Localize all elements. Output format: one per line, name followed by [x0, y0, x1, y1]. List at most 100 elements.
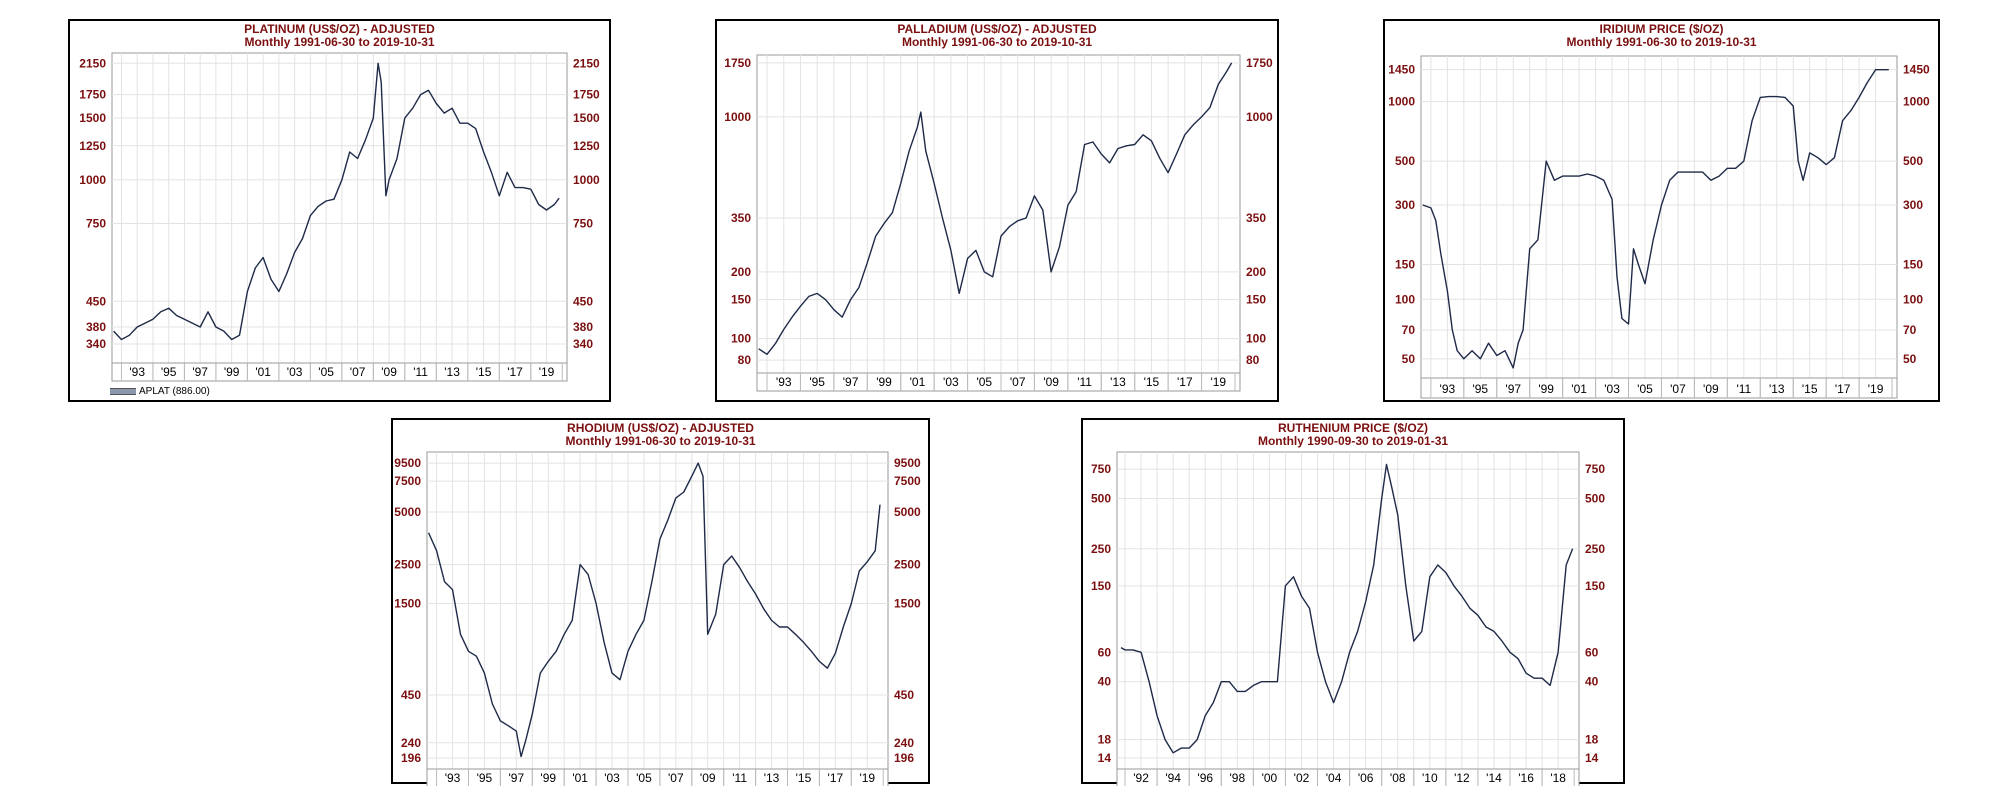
x-tick-label: '02 [1294, 771, 1310, 785]
x-tick-label: '09 [1043, 375, 1059, 389]
chart-panel-palladium: PALLADIUM (US$/OZ) - ADJUSTED Monthly 19… [715, 19, 1279, 402]
y-tick-label: 750 [1091, 462, 1111, 476]
x-tick-label: '11 [413, 365, 428, 379]
x-tick-label: '08 [1390, 771, 1406, 785]
x-tick-label: '03 [1604, 382, 1620, 396]
x-tick-label: '13 [444, 365, 460, 379]
x-tick-label: '99 [224, 365, 240, 379]
legend: APLAT (886.00) [110, 386, 210, 397]
y-tick-label: 150 [731, 293, 751, 307]
y-tick-label-right: 450 [894, 688, 914, 702]
plot-area [111, 52, 568, 364]
x-tick-label: '97 [192, 365, 208, 379]
series-line [1120, 463, 1574, 754]
y-tick-label-right: 100 [1903, 292, 1923, 306]
y-tick-label: 14 [1098, 751, 1112, 765]
y-tick-label-right: 750 [1585, 462, 1605, 476]
x-tick-label: '09 [1703, 382, 1719, 396]
x-tick-label: '00 [1262, 771, 1278, 785]
y-tick-label: 196 [401, 751, 421, 765]
x-tick-label: '07 [668, 771, 684, 785]
y-tick-label: 1750 [724, 56, 751, 70]
y-tick-label: 40 [1098, 675, 1112, 689]
y-tick-label-right: 380 [573, 320, 593, 334]
x-tick-label: '17 [1177, 375, 1193, 389]
y-tick-label-right: 18 [1585, 733, 1599, 747]
y-tick-label-right: 450 [573, 294, 593, 308]
x-tick-label: '12 [1454, 771, 1470, 785]
y-tick-label-right: 340 [573, 337, 593, 351]
x-tick-label: '93 [445, 771, 461, 785]
chart-panel-iridium: IRIDIUM PRICE ($/OZ) Monthly 1991-06-30 … [1383, 19, 1940, 402]
x-tick-label: '14 [1486, 771, 1502, 785]
y-tick-label-right: 750 [573, 217, 593, 231]
x-tick-label: '94 [1165, 771, 1181, 785]
y-tick-label: 18 [1098, 733, 1112, 747]
x-tick-label: '06 [1358, 771, 1374, 785]
series-line [1422, 69, 1889, 369]
x-tick-label: '09 [381, 365, 397, 379]
x-tick-label: '97 [843, 375, 859, 389]
x-tick-label: '07 [1010, 375, 1026, 389]
chart-title: RUTHENIUM PRICE ($/OZ) [1278, 421, 1428, 435]
x-tick-band [1116, 768, 1580, 786]
chart-title: PALLADIUM (US$/OZ) - ADJUSTED [897, 22, 1097, 36]
y-tick-label: 80 [738, 353, 752, 367]
x-tick-label: '07 [1670, 382, 1686, 396]
x-tick-label: '13 [764, 771, 780, 785]
y-tick-label-right: 500 [1903, 154, 1923, 168]
plot-area [756, 54, 1241, 374]
y-tick-label-right: 150 [1903, 257, 1923, 271]
y-tick-label: 7500 [394, 474, 421, 488]
y-tick-label-right: 50 [1903, 352, 1917, 366]
y-tick-label-right: 40 [1585, 675, 1599, 689]
chart-subtitle: Monthly 1991-06-30 to 2019-10-31 [244, 35, 435, 49]
x-tick-band [1420, 377, 1898, 399]
y-tick-label: 9500 [394, 456, 421, 470]
x-tick-label: '13 [1769, 382, 1785, 396]
x-tick-label: '15 [796, 771, 812, 785]
y-tick-label: 1500 [394, 596, 421, 610]
x-tick-label: '93 [129, 365, 145, 379]
y-tick-label-right: 60 [1585, 645, 1599, 659]
y-tick-label-right: 500 [1585, 492, 1605, 506]
x-tick-label: '11 [1077, 375, 1092, 389]
y-tick-label-right: 2150 [573, 56, 600, 70]
y-tick-label-right: 240 [894, 736, 914, 750]
x-tick-label: '05 [318, 365, 334, 379]
y-tick-label-right: 70 [1903, 323, 1917, 337]
chart-subtitle: Monthly 1990-09-30 to 2019-01-31 [1257, 434, 1449, 448]
x-tick-label: '95 [477, 771, 493, 785]
plot-area [1116, 451, 1580, 770]
y-tick-label: 5000 [394, 505, 421, 519]
y-tick-label: 2150 [79, 56, 106, 70]
x-tick-label: '99 [1538, 382, 1554, 396]
x-tick-label: '17 [507, 365, 523, 379]
chart-title: IRIDIUM PRICE ($/OZ) [1599, 22, 1724, 36]
y-tick-label: 250 [1091, 542, 1111, 556]
x-tick-label: '92 [1133, 771, 1149, 785]
y-tick-label: 500 [1395, 154, 1415, 168]
y-tick-label-right: 5000 [894, 505, 921, 519]
y-tick-label-right: 200 [1246, 265, 1266, 279]
series-line [758, 62, 1233, 355]
x-tick-label: '05 [636, 771, 652, 785]
x-tick-label: '17 [1835, 382, 1851, 396]
y-tick-label-right: 2500 [894, 558, 921, 572]
x-tick-label: '07 [350, 365, 366, 379]
y-tick-label-right: 350 [1246, 211, 1266, 225]
x-tick-label: '96 [1197, 771, 1213, 785]
x-tick-label: '15 [1144, 375, 1160, 389]
y-tick-label-right: 80 [1246, 353, 1260, 367]
y-tick-label-right: 14 [1585, 751, 1599, 765]
series-line [113, 62, 560, 341]
x-tick-label: '10 [1422, 771, 1438, 785]
y-tick-label-right: 1500 [894, 596, 921, 610]
x-tick-label: '98 [1229, 771, 1245, 785]
x-tick-label: '05 [976, 375, 992, 389]
y-tick-label: 1450 [1388, 63, 1415, 77]
x-tick-label: '97 [1505, 382, 1521, 396]
y-tick-label-right: 100 [1246, 332, 1266, 346]
x-tick-label: '09 [700, 771, 716, 785]
x-tick-label: '01 [572, 771, 588, 785]
